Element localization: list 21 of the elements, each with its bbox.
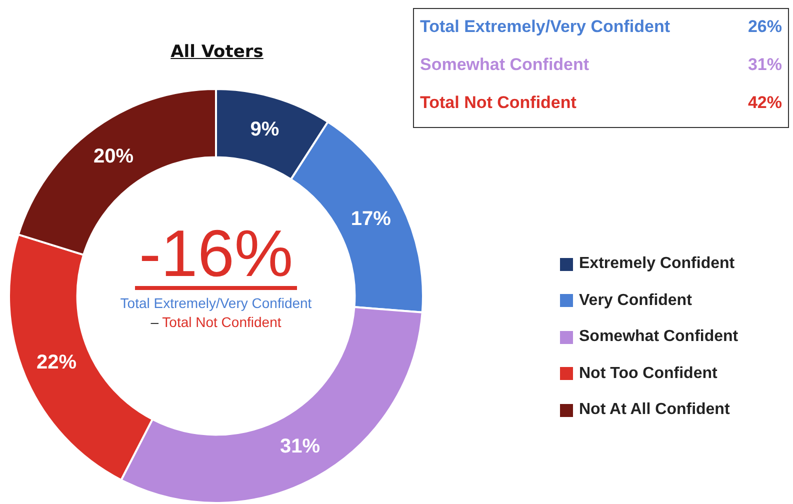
data-label: 9% [250,118,280,141]
legend-label: Extremely Confident [579,255,735,274]
text: – [150,314,159,330]
legend-label: Very Confident [579,292,692,310]
text: 26% [748,17,782,37]
text: -16% [138,216,294,290]
legend-label: Not Too Confident [579,364,718,383]
text: Total Extremely/Very Confident [420,17,670,37]
text: Somewhat Confident [420,55,590,75]
legend-label: Not At All Confident [579,401,730,420]
text: Total Extremely/Very Confident [120,295,312,311]
data-label: 22% [36,351,77,374]
chart-title: All Voters [170,42,264,62]
text: Total Not Confident [420,93,576,113]
data-label: 31% [280,436,320,458]
text: Total Not Confident [162,314,282,330]
text: 31% [748,55,782,75]
legend-label: Somewhat Confident [579,328,738,346]
data-label: 17% [350,208,392,230]
text: 42% [748,93,782,113]
data-label: 20% [94,145,134,168]
